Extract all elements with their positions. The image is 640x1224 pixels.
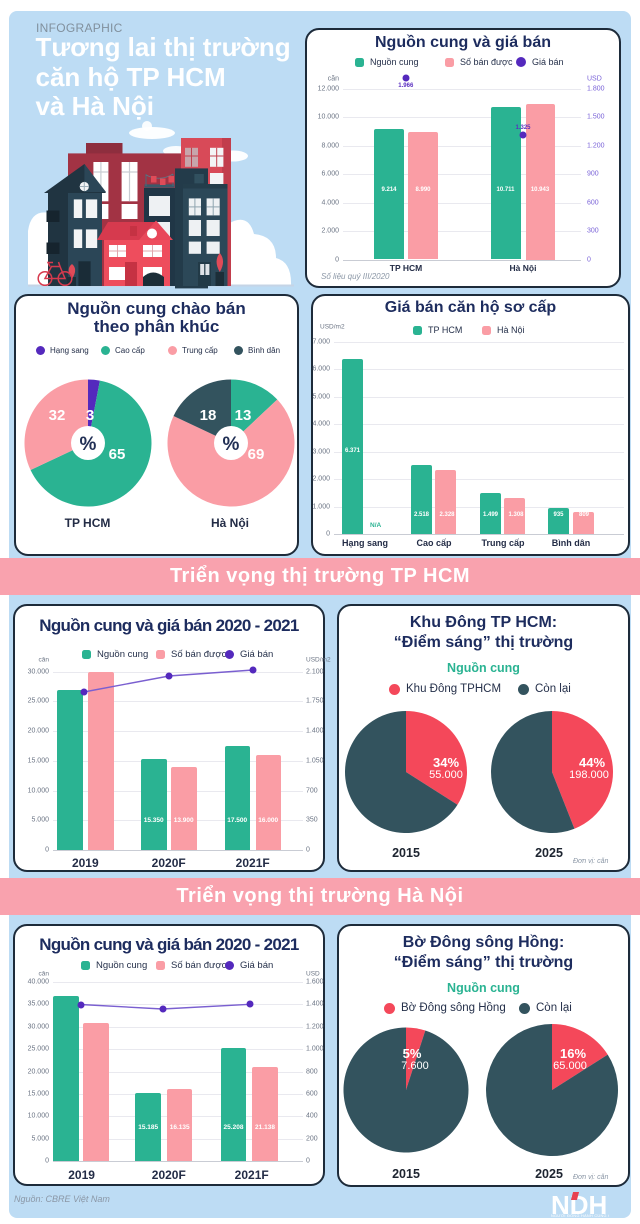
- svg-text:%: %: [222, 434, 239, 455]
- svg-text:%: %: [79, 434, 96, 455]
